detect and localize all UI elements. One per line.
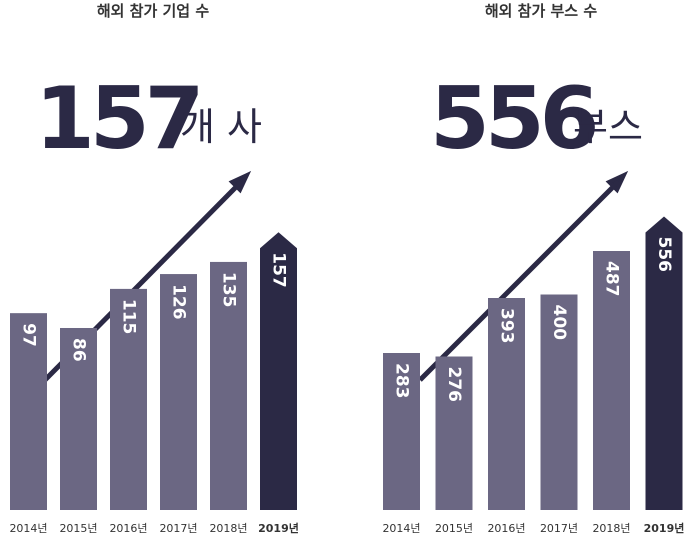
value-label: 135 [219, 272, 239, 308]
value-label: 157 [269, 252, 289, 288]
bar [10, 313, 47, 510]
x-tick-label: 2018년 [592, 522, 630, 535]
x-tick-label: 2015년 [59, 522, 97, 535]
x-tick-label: 2017년 [540, 522, 578, 535]
x-tick-label: 2017년 [159, 522, 197, 535]
x-tick-label: 2014년 [9, 522, 47, 535]
value-label: 126 [169, 284, 189, 320]
x-tick-label: 2016년 [487, 522, 525, 535]
headline-unit: 부스 [573, 105, 643, 149]
value-label: 393 [497, 308, 517, 344]
bar [593, 251, 630, 510]
value-label: 115 [119, 299, 139, 335]
bar [435, 356, 473, 510]
x-tick-label: 2018년 [209, 522, 247, 535]
headline-value: 157 [35, 69, 200, 169]
value-label: 556 [654, 237, 674, 273]
value-label: 283 [392, 363, 412, 399]
value-label: 276 [444, 367, 464, 403]
x-tick-label: 2019년 [644, 521, 685, 535]
x-tick-label: 2015년 [435, 522, 473, 535]
bar [210, 261, 247, 510]
headline-unit: 개 사 [180, 105, 262, 149]
bar [488, 298, 525, 510]
chart-title: 해외 참가 기업 수 [97, 2, 209, 20]
value-label: 487 [602, 261, 622, 297]
x-tick-label: 2019년 [258, 521, 299, 535]
bar [60, 327, 97, 510]
value-label: 400 [549, 305, 569, 341]
bar [645, 216, 683, 510]
bar [383, 353, 420, 510]
chart-title: 해외 참가 부스 수 [485, 2, 597, 20]
headline-value: 556 [430, 69, 596, 169]
arrow [418, 170, 629, 382]
bar [540, 294, 578, 510]
x-tick-label: 2016년 [109, 522, 147, 535]
value-label: 86 [69, 338, 89, 362]
bar [110, 288, 147, 510]
value-label: 97 [19, 323, 39, 347]
bar [160, 274, 197, 510]
bar [260, 232, 297, 510]
x-tick-label: 2014년 [382, 522, 420, 535]
